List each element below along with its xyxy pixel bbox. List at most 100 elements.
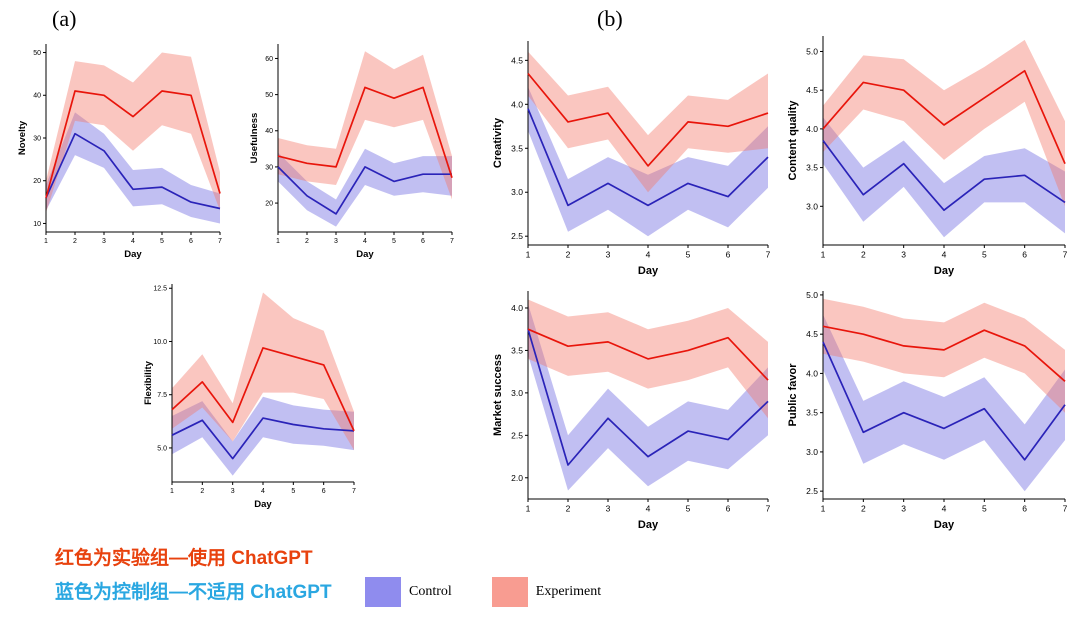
svg-text:2: 2 [73,238,77,245]
svg-text:1: 1 [44,238,48,245]
svg-text:30: 30 [33,135,41,142]
svg-text:3.0: 3.0 [511,388,523,398]
chart-novelty: 10 20 30 40 50 1 2 3 4 5 6 7 Day Novelty [12,36,228,262]
svg-text:20: 20 [265,201,273,208]
svg-text:6: 6 [726,504,731,514]
svg-text:3: 3 [102,238,106,245]
svg-text:2.0: 2.0 [511,473,523,483]
svg-text:Day: Day [934,265,955,277]
svg-text:Day: Day [356,249,374,260]
svg-text:3.0: 3.0 [511,187,523,197]
svg-text:6: 6 [322,488,326,495]
svg-text:2.5: 2.5 [511,430,523,440]
svg-text:3: 3 [606,504,611,514]
svg-text:6: 6 [1022,250,1027,260]
svg-text:12.5: 12.5 [153,286,167,293]
svg-text:3: 3 [606,250,611,260]
svg-text:60: 60 [265,56,273,63]
svg-text:7: 7 [218,238,222,245]
svg-text:4: 4 [363,238,367,245]
svg-text:50: 50 [265,92,273,99]
svg-text:3: 3 [901,504,906,514]
svg-text:1: 1 [170,488,174,495]
svg-text:3.5: 3.5 [511,345,523,355]
svg-text:4.0: 4.0 [511,99,523,109]
svg-text:1: 1 [526,250,531,260]
svg-text:40: 40 [33,93,41,100]
control-swatch [365,577,401,607]
svg-text:5: 5 [982,250,987,260]
experiment-legend-label: Experiment [535,584,602,599]
svg-text:2: 2 [305,238,309,245]
svg-text:3.5: 3.5 [511,143,523,153]
svg-text:3: 3 [901,250,906,260]
svg-text:Public favor: Public favor [787,363,799,427]
svg-text:2.5: 2.5 [806,486,818,496]
svg-text:3.0: 3.0 [806,447,818,457]
svg-text:5: 5 [392,238,396,245]
svg-text:40: 40 [265,128,273,135]
svg-text:6: 6 [1022,504,1027,514]
svg-text:7: 7 [766,504,771,514]
chart-content-quality: 3.0 3.5 4.0 4.5 5.0 1 2 3 4 5 6 7 Day Content quality [783,28,1073,279]
svg-text:Usefulness: Usefulness [249,113,260,164]
svg-text:Day: Day [254,499,272,510]
svg-text:30: 30 [265,164,273,171]
panel-b-label: (b) [597,6,623,31]
chart-market-success: 2.0 2.5 3.0 3.5 4.0 1 2 3 4 5 6 7 Day Market success [488,283,776,533]
svg-text:5: 5 [982,504,987,514]
svg-text:5.0: 5.0 [157,445,167,452]
svg-text:4: 4 [646,504,651,514]
svg-text:20: 20 [33,178,41,185]
svg-text:3.5: 3.5 [806,408,818,418]
svg-text:1: 1 [821,504,826,514]
svg-text:3.5: 3.5 [806,163,818,173]
chart-usefulness: 20 30 40 50 60 1 2 3 4 5 6 7 Day Usefulness [244,36,460,262]
svg-text:1: 1 [821,250,826,260]
svg-text:3: 3 [334,238,338,245]
svg-text:2: 2 [861,250,866,260]
svg-text:7.5: 7.5 [157,392,167,399]
svg-text:4.5: 4.5 [806,329,818,339]
svg-text:4: 4 [942,250,947,260]
svg-text:6: 6 [189,238,193,245]
svg-text:6: 6 [726,250,731,260]
svg-text:Novelty: Novelty [17,120,28,155]
svg-text:1: 1 [276,238,280,245]
control-legend-label: Control [409,584,452,599]
svg-text:3: 3 [231,488,235,495]
svg-text:Market success: Market success [492,354,504,436]
blue-group-note: 蓝色为控制组—不适用 ChatGPT [55,582,332,603]
legend: Control Experiment [365,576,641,608]
svg-text:Content quality: Content quality [787,100,799,181]
svg-text:4.0: 4.0 [806,368,818,378]
svg-text:5.0: 5.0 [806,46,818,56]
svg-text:4: 4 [131,238,135,245]
svg-text:5: 5 [291,488,295,495]
svg-text:1: 1 [526,504,531,514]
svg-text:4.0: 4.0 [511,303,523,313]
svg-text:Day: Day [934,519,955,531]
svg-text:7: 7 [766,250,771,260]
svg-text:7: 7 [1063,250,1068,260]
svg-text:5: 5 [686,504,691,514]
svg-text:2.5: 2.5 [511,231,523,241]
svg-text:Flexibility: Flexibility [143,360,154,405]
svg-text:4: 4 [942,504,947,514]
svg-text:Day: Day [124,249,142,260]
chart-public-favor: 2.5 3.0 3.5 4.0 4.5 5.0 1 2 3 4 5 6 7 Day Public favor [783,283,1073,533]
svg-text:7: 7 [450,238,454,245]
svg-text:4.0: 4.0 [806,124,818,134]
svg-text:3.0: 3.0 [806,201,818,211]
svg-text:7: 7 [352,488,356,495]
svg-text:Creativity: Creativity [492,117,504,168]
svg-text:10.0: 10.0 [153,339,167,346]
svg-text:4.5: 4.5 [806,85,818,95]
svg-text:6: 6 [421,238,425,245]
svg-text:2: 2 [861,504,866,514]
chart-creativity: 2.5 3.0 3.5 4.0 4.5 1 2 3 4 5 6 7 Day Creativity [488,33,776,279]
svg-text:4.5: 4.5 [511,55,523,65]
svg-text:Day: Day [638,519,659,531]
svg-text:50: 50 [33,50,41,57]
